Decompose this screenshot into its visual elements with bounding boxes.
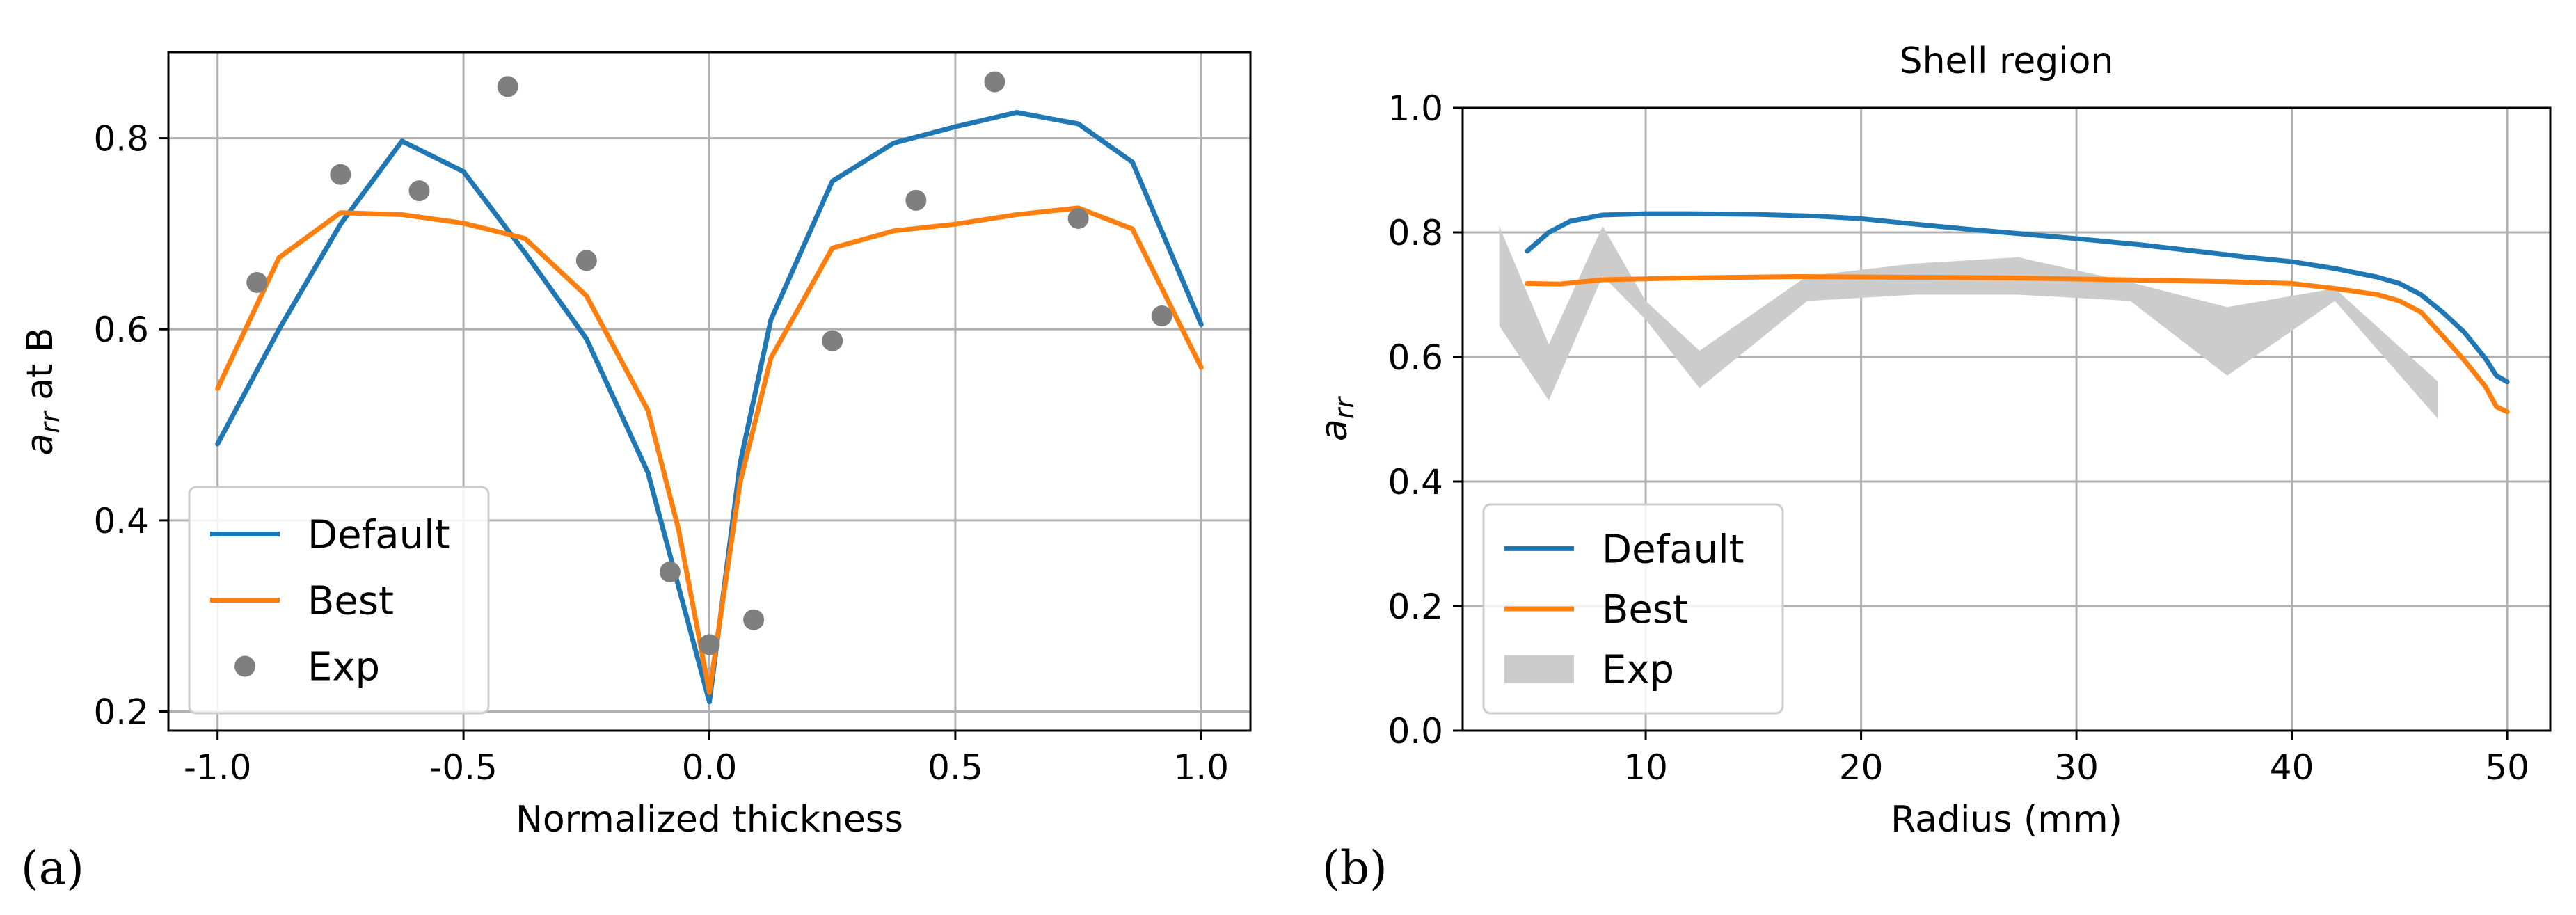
panel-b-y-label-main: a [1314, 419, 1355, 441]
panel-b-y-tick-label: 0.8 [1388, 213, 1443, 253]
panel-b-y-tick-label: 0.2 [1388, 587, 1443, 627]
panel-a-series-exp-point [497, 76, 518, 97]
panel-a-series-exp-point [699, 634, 720, 655]
panel-a-series-default-line [215, 110, 1204, 705]
panel-a-series-exp-point [659, 562, 681, 583]
panel-a-y-label-sub: rr [35, 410, 65, 433]
panel-a-y-tick-label: 0.4 [93, 501, 149, 541]
panel-a-grid [168, 52, 1250, 731]
panel-a-series-exp-point [905, 189, 927, 211]
panel-b-legend: Default Best Exp [1482, 503, 1784, 715]
panel-a-y-label-main: a [19, 433, 61, 456]
panel-a-series-best-line [215, 205, 1204, 695]
panel-a-legend-exp-swatch [234, 655, 255, 677]
panel-b-label: (b) [1322, 841, 1388, 895]
panel-b-x-axis-label: Radius (mm) [1891, 799, 2122, 841]
panel-b-y-label-sub: rr [1329, 396, 1360, 420]
panel-b-legend-best-label: Best [1602, 587, 1688, 632]
panel-a-legend-best-label: Best [308, 579, 394, 624]
panel-a-legend: Default Best Exp [188, 486, 490, 715]
panel-b-title: Shell region [1900, 40, 2114, 82]
panel-b-series-exp-band [1499, 226, 2439, 420]
panel-b-series-default-line [1525, 211, 2510, 385]
panel-b-y-tick-label: 0.4 [1388, 462, 1443, 502]
panel-b-x-tick-label: 10 [1623, 747, 1668, 788]
panel-a-legend-box [188, 486, 490, 715]
panel-a-y-axis-label: arr at B [19, 327, 65, 455]
panel-a-x-tick-label: 0.0 [682, 747, 738, 788]
panel-a-x-tick-label: 1.0 [1174, 747, 1230, 788]
panel-b-ticks: 10 20 30 40 50 0.0 0.2 0.4 0.6 0.8 1.0 [1388, 88, 2529, 788]
panel-a-series-exp-point [408, 180, 430, 202]
panel-b-x-tick-label: 40 [2270, 747, 2314, 788]
panel-b-legend-default-label: Default [1602, 527, 1744, 572]
panel-b-plot-area [1499, 211, 2510, 420]
panel-b-frame [1461, 106, 2552, 732]
panel-a-series-exp-point [984, 71, 1005, 93]
panel-a-label: (a) [21, 841, 84, 895]
panel-b-x-tick-label: 50 [2485, 747, 2529, 788]
panel-a-series-exp-point [575, 250, 597, 271]
panel-b-y-tick-label: 1.0 [1388, 88, 1443, 129]
panel-b-x-tick-label: 20 [1839, 747, 1884, 788]
panel-a-x-tick-label: -1.0 [184, 747, 252, 788]
panel-b-series-best-line [1525, 274, 2510, 415]
panel-b-y-tick-label: 0.6 [1388, 337, 1443, 378]
panel-a-y-tick-label: 0.2 [93, 692, 149, 733]
panel-a-series-exp-point [1151, 305, 1172, 327]
panel-a-series-exp-point [330, 164, 351, 185]
panel-a-legend-default-label: Default [308, 513, 450, 558]
panel-b-x-tick-label: 30 [2054, 747, 2099, 788]
panel-a-x-tick-label: 0.5 [928, 747, 983, 788]
panel-a-plot-area [215, 71, 1204, 705]
panel-a: -1.0 -0.5 0.0 0.5 1.0 0.2 0.4 0.6 0.8 Normalized… [19, 51, 1252, 895]
panel-a-y-label-rest: at B [19, 327, 61, 411]
panel-b-y-tick-label: 0.0 [1388, 711, 1443, 751]
panel-a-series-exp-point [822, 330, 843, 351]
panel-a-legend-exp-label: Exp [308, 645, 380, 690]
panel-a-ticks: -1.0 -0.5 0.0 0.5 1.0 0.2 0.4 0.6 0.8 [93, 119, 1229, 788]
panel-a-y-tick-label: 0.8 [93, 119, 149, 159]
panel-b-y-axis-label: arr [1314, 396, 1360, 441]
panel-a-y-tick-label: 0.6 [93, 310, 149, 350]
panel-b: 10 20 30 40 50 0.0 0.2 0.4 0.6 0.8 1.0 Shell regio… [1314, 40, 2552, 895]
panel-a-series-exp-point [743, 609, 765, 630]
panel-a-x-tick-label: -0.5 [429, 747, 498, 788]
panel-b-legend-exp-swatch [1504, 655, 1574, 683]
panel-a-series-exp-point [1067, 207, 1089, 229]
panel-a-series-exp-point [246, 271, 268, 293]
panel-a-x-axis-label: Normalized thickness [516, 799, 903, 841]
panel-b-legend-exp-label: Exp [1602, 648, 1674, 693]
